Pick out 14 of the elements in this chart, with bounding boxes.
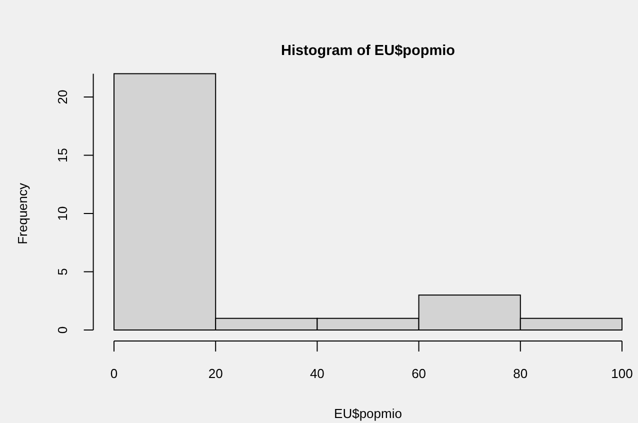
y-tick-label: 10 [55, 206, 70, 221]
x-tick-label: 80 [513, 366, 528, 381]
x-axis-title: EU$popmio [334, 406, 402, 421]
y-tick-label: 20 [55, 90, 70, 104]
x-tick-label: 60 [412, 366, 426, 381]
x-tick-label: 20 [208, 366, 223, 381]
chart-title: Histogram of EU$popmio [280, 43, 456, 59]
x-tick-label: 100 [611, 366, 633, 381]
y-tick-label: 5 [55, 268, 70, 276]
y-tick-label: 0 [55, 326, 70, 334]
y-tick-label: 15 [55, 148, 70, 162]
x-tick-label: 0 [110, 366, 118, 381]
y-axis-title: Frequency [15, 182, 30, 244]
x-tick-label: 40 [310, 366, 324, 381]
